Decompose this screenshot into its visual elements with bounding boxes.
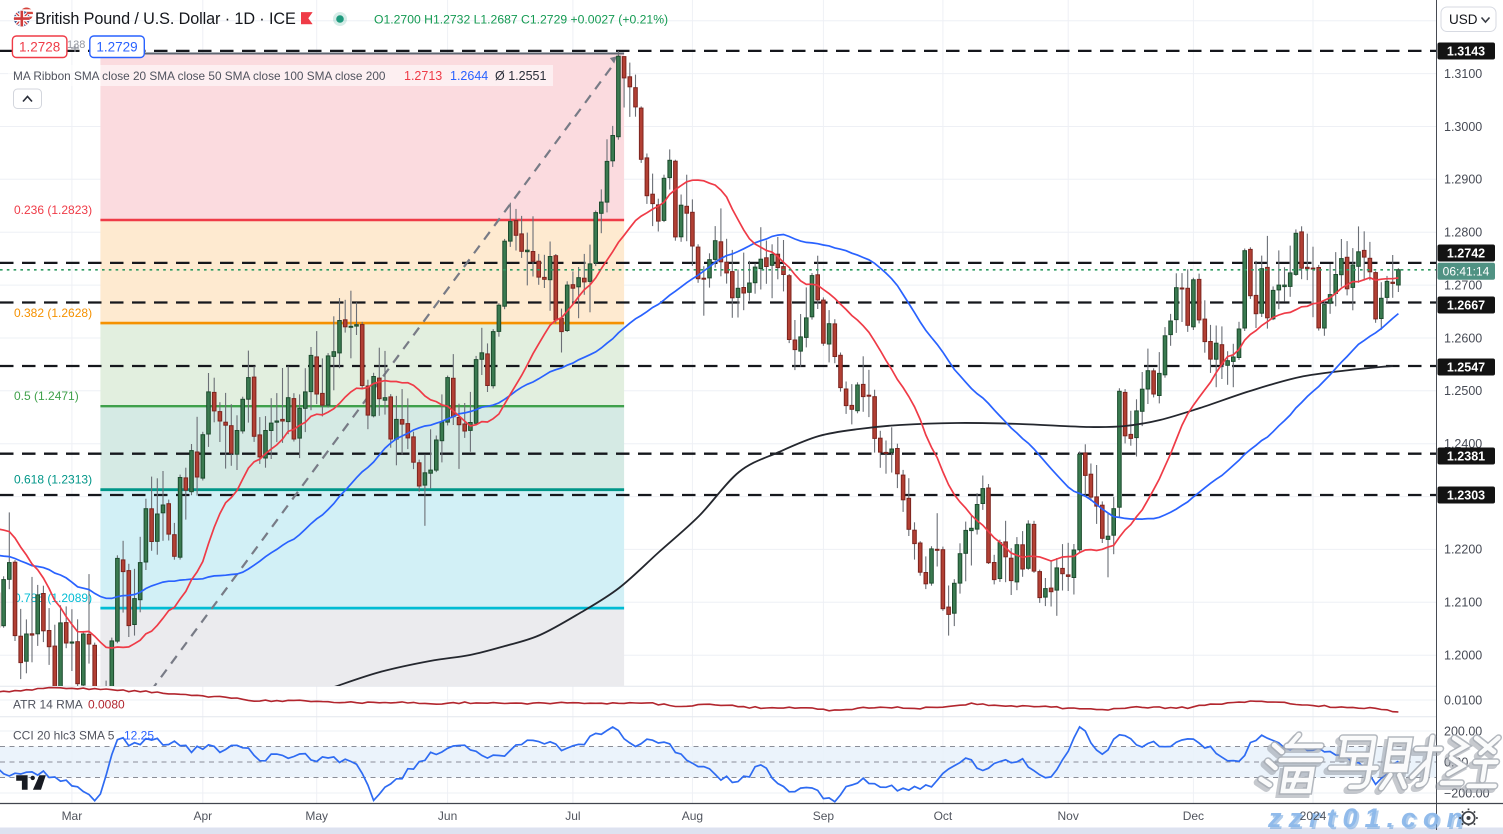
- svg-text:0.618 (1.2313): 0.618 (1.2313): [14, 473, 92, 487]
- svg-text:1.2381: 1.2381: [1447, 449, 1485, 463]
- svg-text:0.5 (1.2471): 0.5 (1.2471): [14, 389, 79, 403]
- svg-text:Oct: Oct: [934, 809, 953, 823]
- svg-text:1.3000: 1.3000: [1444, 120, 1482, 134]
- svg-text:Nov: Nov: [1058, 809, 1079, 823]
- svg-text:1.2742: 1.2742: [1447, 246, 1485, 260]
- svg-text:ATR 14 RMA: ATR 14 RMA: [13, 698, 83, 712]
- svg-text:1.2100: 1.2100: [1444, 596, 1482, 610]
- svg-text:1.2200: 1.2200: [1444, 543, 1482, 557]
- svg-text:1.3143: 1.3143: [1447, 44, 1485, 58]
- svg-text:May: May: [305, 809, 328, 823]
- svg-text:1.2800: 1.2800: [1444, 226, 1482, 240]
- svg-text:Jun: Jun: [438, 809, 457, 823]
- svg-text:0.236 (1.2823): 0.236 (1.2823): [14, 203, 92, 217]
- svg-text:0.0080: 0.0080: [88, 698, 125, 712]
- svg-text:Aug: Aug: [682, 809, 703, 823]
- svg-text:British Pound / U.S. Dollar ·: British Pound / U.S. Dollar · 1D · ICE: [35, 10, 296, 28]
- svg-text:0.0100: 0.0100: [1444, 693, 1482, 707]
- svg-text:1.2729: 1.2729: [96, 39, 137, 54]
- svg-text:1.2900: 1.2900: [1444, 173, 1482, 187]
- svg-text:0.382 (1.2628): 0.382 (1.2628): [14, 306, 92, 320]
- svg-text:1.2303: 1.2303: [1447, 488, 1485, 502]
- svg-text:1.2500: 1.2500: [1444, 384, 1482, 398]
- svg-text:2024: 2024: [1300, 809, 1327, 823]
- svg-text:Mar: Mar: [62, 809, 83, 823]
- svg-text:1.2700: 1.2700: [1444, 278, 1482, 292]
- svg-text:1.2667: 1.2667: [1447, 298, 1485, 312]
- svg-text:1.2713: 1.2713: [404, 69, 442, 83]
- svg-text:O1.2700 H1.2732 L1.2687 C1.: O1.2700 H1.2732 L1.2687 C1.2729 +0.0027 …: [374, 13, 668, 27]
- svg-text:1.2547: 1.2547: [1447, 360, 1485, 374]
- svg-text:Jul: Jul: [565, 809, 580, 823]
- svg-text:MA Ribbon SMA close 20 SMA clo: MA Ribbon SMA close 20 SMA close 50 SMA …: [13, 69, 386, 83]
- svg-text:Sep: Sep: [813, 809, 835, 823]
- svg-text:Apr: Apr: [193, 809, 212, 823]
- svg-text:CCI 20 hlc3 SMA 5: CCI 20 hlc3 SMA 5: [13, 729, 115, 743]
- svg-text:06:41:14: 06:41:14: [1443, 265, 1490, 279]
- svg-text:zzrt01.con: zzrt01.con: [1269, 805, 1472, 834]
- svg-text:138: 138: [67, 39, 85, 51]
- svg-text:1.3100: 1.3100: [1444, 67, 1482, 81]
- svg-text:1.2000: 1.2000: [1444, 649, 1482, 663]
- svg-text:Ø 1.2551: Ø 1.2551: [495, 69, 546, 83]
- svg-text:USD: USD: [1449, 12, 1478, 27]
- svg-text:1.2728: 1.2728: [19, 39, 60, 54]
- svg-text:Dec: Dec: [1183, 809, 1204, 823]
- svg-text:1.2644: 1.2644: [450, 69, 488, 83]
- svg-text:12.25: 12.25: [124, 729, 154, 743]
- svg-text:zzrt01.con: zzrt01.con: [1267, 803, 1470, 833]
- svg-text:1.2600: 1.2600: [1444, 331, 1482, 345]
